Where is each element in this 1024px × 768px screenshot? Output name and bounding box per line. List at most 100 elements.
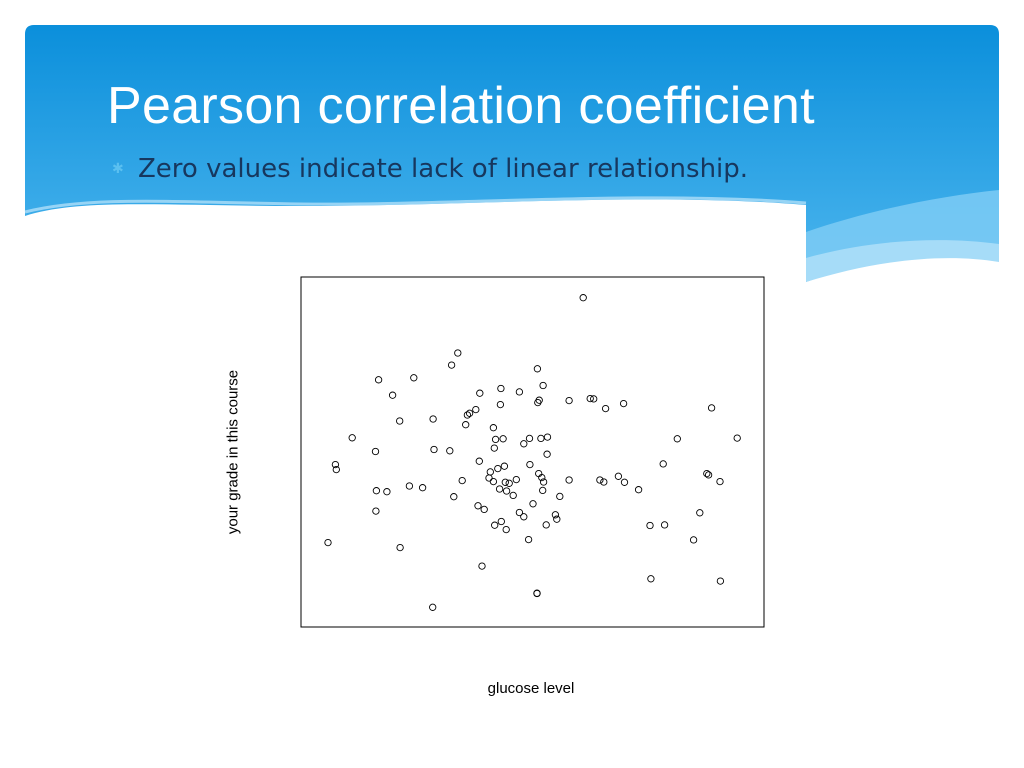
data-point: [619, 399, 628, 408]
data-point: [525, 434, 534, 443]
slide-title: Pearson correlation coefficient: [107, 77, 815, 135]
data-point: [539, 486, 547, 495]
data-point: [500, 462, 509, 470]
data-point: [454, 349, 462, 357]
data-point: [600, 478, 608, 486]
data-point: [497, 517, 505, 526]
data-point: [634, 486, 643, 494]
data-point: [374, 376, 383, 384]
data-point: [496, 400, 505, 409]
data-point: [529, 500, 537, 508]
data-point: [520, 440, 528, 448]
data-point: [733, 434, 741, 442]
data-point: [396, 543, 404, 552]
scatter-plot-figure: your grade in this course glucose level: [200, 265, 800, 710]
data-point: [520, 513, 528, 521]
data-point: [465, 409, 474, 417]
data-point: [689, 536, 698, 544]
data-point: [515, 388, 524, 396]
data-point: [489, 424, 498, 432]
data-point: [331, 460, 340, 469]
data-point: [551, 511, 560, 519]
data-point: [533, 589, 541, 597]
points-layer: [324, 294, 741, 611]
data-point: [372, 507, 380, 515]
data-point: [646, 521, 654, 530]
data-point: [704, 471, 713, 479]
data-point: [494, 464, 502, 473]
data-point: [502, 525, 510, 534]
data-point: [596, 476, 604, 484]
data-point: [383, 488, 391, 496]
data-point: [535, 396, 543, 404]
data-point: [565, 476, 573, 484]
data-point: [579, 294, 587, 302]
data-point: [553, 515, 561, 523]
data-point: [430, 445, 438, 454]
data-point: [491, 521, 499, 529]
bullet-item: ✱ Zero values indicate lack of linear rel…: [112, 154, 748, 184]
data-point: [512, 475, 520, 484]
header-banner: [24, 25, 999, 282]
data-point: [474, 502, 482, 510]
data-point: [515, 508, 524, 517]
data-point: [501, 478, 509, 486]
plot-frame: [300, 276, 765, 628]
data-point: [324, 538, 332, 547]
data-point: [543, 450, 551, 458]
data-point: [472, 405, 480, 414]
data-point: [475, 457, 483, 465]
x-axis-label: glucose level: [487, 680, 575, 697]
data-point: [405, 482, 414, 490]
data-point: [348, 434, 356, 442]
data-point: [590, 395, 598, 403]
y-axis-label-text: your grade in this course: [224, 369, 242, 535]
data-point: [502, 487, 511, 495]
data-point: [478, 562, 486, 570]
data-point: [524, 535, 533, 544]
scatter-plot: [300, 276, 765, 628]
data-point: [458, 476, 466, 485]
data-point: [533, 365, 542, 373]
data-point: [601, 404, 610, 413]
bullet-text: Zero values indicate lack of linear rela…: [138, 154, 749, 184]
data-point: [480, 505, 488, 514]
data-point: [388, 391, 397, 399]
data-point: [673, 435, 681, 443]
data-point: [716, 577, 725, 585]
data-point: [620, 478, 629, 486]
data-point: [447, 361, 456, 369]
data-point: [556, 492, 564, 501]
data-point: [543, 433, 552, 441]
data-point: [659, 460, 667, 468]
data-point: [429, 415, 437, 423]
data-point: [716, 477, 724, 486]
data-point: [505, 479, 513, 487]
star-bullet-icon: ✱: [112, 161, 124, 177]
data-point: [450, 493, 458, 501]
data-point: [418, 484, 427, 492]
data-point: [542, 521, 550, 529]
data-point: [565, 396, 573, 405]
data-point: [371, 447, 380, 456]
data-point: [446, 447, 454, 455]
data-point: [429, 603, 437, 611]
data-point: [703, 469, 711, 478]
data-point: [647, 575, 655, 583]
data-point: [495, 485, 504, 493]
data-point: [486, 468, 494, 476]
data-point: [539, 478, 548, 486]
data-point: [497, 384, 505, 393]
data-point: [372, 487, 381, 495]
data-point: [489, 477, 498, 486]
data-point: [660, 521, 669, 529]
data-point: [614, 472, 623, 480]
data-point: [491, 435, 500, 444]
data-point: [332, 465, 340, 474]
data-point: [509, 491, 517, 500]
data-point: [463, 411, 472, 419]
data-point: [490, 444, 498, 452]
data-point: [538, 473, 546, 482]
data-point: [476, 389, 484, 397]
data-point: [696, 509, 704, 517]
